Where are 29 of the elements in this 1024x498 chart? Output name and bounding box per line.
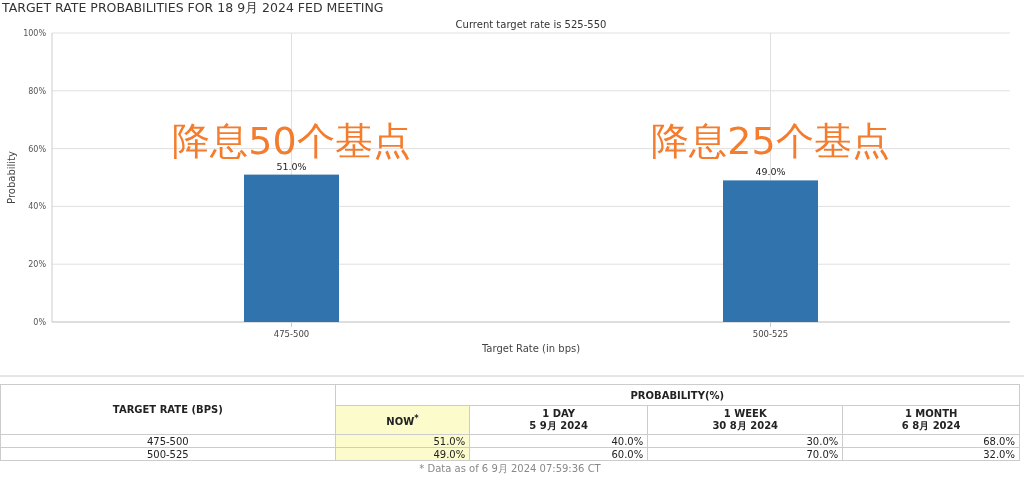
text: 40.0% [469,434,648,448]
y-tick-label: 100% [23,29,47,38]
text: 60.0% [469,447,648,461]
x-axis-title: Target Rate (in bps) [480,343,581,354]
y-tick-label: 80% [28,86,47,96]
annotation: 降息25个基点 [651,119,890,164]
text: NOW$^{*}$ [335,405,470,435]
text: 70.0% [647,447,843,461]
y-tick-label: 0% [33,318,47,327]
y-tick-label: 60% [28,144,47,154]
text: * Data as of 6 9月 2024 07:59:36 CT [418,462,602,476]
text: 1 DAY 5 9月 2024 [469,405,648,435]
text: TARGET RATE (BPS) [0,384,336,435]
y-axis-title: Probability [6,150,17,204]
text: 475-500 [0,434,336,448]
y-tick-label: 40% [28,202,47,212]
text: 1 WEEK 30 8月 2024 [647,405,843,435]
y-tick-label: 20% [28,260,47,270]
text: 51.0% [335,434,470,448]
chart-subtitle: Current target rate is 525-550 [455,19,607,30]
text: 500-525 [0,447,336,461]
text: 49.0% [335,447,470,461]
text: 68.0% [842,434,1020,448]
text: PROBABILITY(%) [335,384,1020,406]
text: 30.0% [647,434,843,448]
text: 1 MONTH 6 8月 2024 [842,405,1020,435]
chart-title: TARGET RATE PROBABILITIES FOR 18 9月 2024 FED MEETING [1,0,384,15]
text: 32.0% [842,447,1020,461]
data-label: 49.0% [755,166,786,178]
